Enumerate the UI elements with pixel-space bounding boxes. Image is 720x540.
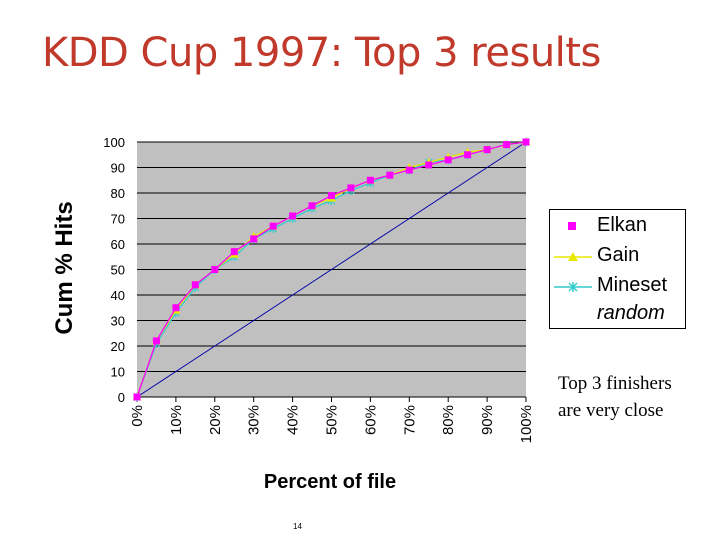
legend-item-mineset: Mineset [550, 274, 687, 300]
x-tick-label-90: 90% [479, 405, 496, 435]
y-tick-label-70: 70 [111, 212, 125, 227]
y-tick-label-90: 90 [111, 161, 125, 176]
point-elkan-80 [444, 156, 452, 164]
gridlines [137, 141, 526, 398]
x-tick-label-20: 20% [207, 405, 224, 435]
point-elkan-15 [191, 281, 199, 289]
page-number: 14 [293, 522, 302, 531]
x-tick-label-50: 50% [324, 405, 341, 435]
point-elkan-5 [152, 337, 160, 345]
point-elkan-20 [211, 266, 219, 273]
x-tick-label-100: 100% [518, 405, 535, 443]
point-elkan-65 [386, 171, 394, 179]
point-elkan-60 [366, 176, 374, 184]
x-tick-label-60: 60% [362, 405, 379, 435]
y-tick-label-30: 30 [111, 314, 125, 329]
y-axis-ticks: 0 10 20 30 40 50 60 70 80 90 100 [103, 135, 125, 405]
legend: Elkan Gain Mineset random [549, 209, 686, 329]
y-tick-label-10: 10 [111, 365, 125, 380]
legend-marker-gain [554, 252, 592, 261]
y-tick-label-50: 50 [111, 263, 125, 278]
legend-item-random: random [550, 302, 687, 328]
x-tick-label-0: 0% [129, 405, 146, 427]
x-tick-label-10: 10% [168, 405, 185, 435]
series-line-random [136, 141, 527, 398]
point-elkan-30 [250, 235, 258, 243]
point-elkan-70 [405, 166, 413, 174]
point-elkan-55 [347, 184, 355, 192]
x-tick-label-80: 80% [440, 405, 457, 435]
point-elkan-100 [522, 138, 530, 146]
legend-label-random: random [597, 302, 665, 324]
point-elkan-40 [289, 212, 297, 220]
legend-label-gain: Gain [597, 244, 640, 266]
point-elkan-90 [483, 146, 491, 154]
point-elkan-95 [503, 141, 511, 149]
y-tick-label-40: 40 [111, 288, 125, 303]
point-elkan-75 [425, 161, 433, 169]
legend-item-elkan: Elkan [550, 214, 687, 240]
caption-line-2: are very close [558, 400, 664, 421]
y-tick-label-60: 60 [111, 237, 125, 252]
y-tick-label-100: 100 [103, 135, 125, 150]
caption-line-1: Top 3 finishers [558, 373, 672, 394]
point-elkan-45 [308, 202, 316, 210]
legend-marker-elkan [568, 222, 576, 230]
caption: Top 3 finishers are very close [558, 370, 672, 424]
y-tick-label-80: 80 [111, 186, 125, 201]
legend-label-mineset: Mineset [597, 274, 668, 296]
y-tick-label-20: 20 [111, 339, 125, 354]
point-elkan-0 [133, 393, 141, 401]
legend-item-gain: Gain [550, 244, 687, 270]
x-tick-label-40: 40% [285, 405, 302, 435]
y-tick-label-0: 0 [118, 390, 125, 405]
legend-label-elkan: Elkan [597, 214, 648, 236]
point-elkan-25 [230, 248, 238, 256]
x-axis-label: Percent of file [264, 471, 396, 493]
x-tick-label-30: 30% [246, 405, 263, 435]
x-axis-ticks: 0% 10% 20% 30% 40% 50% 60% 70% 80% 90% 100% [129, 396, 535, 443]
point-elkan-85 [464, 151, 472, 159]
point-elkan-10 [172, 304, 180, 312]
series-group [132, 137, 531, 402]
slide-title: KDD Cup 1997: Top 3 results [42, 30, 601, 76]
y-axis-label: Cum % Hits [51, 201, 78, 334]
x-tick-label-70: 70% [401, 405, 418, 435]
legend-marker-mineset [554, 282, 592, 292]
point-elkan-35 [269, 222, 277, 230]
point-elkan-50 [328, 192, 335, 200]
